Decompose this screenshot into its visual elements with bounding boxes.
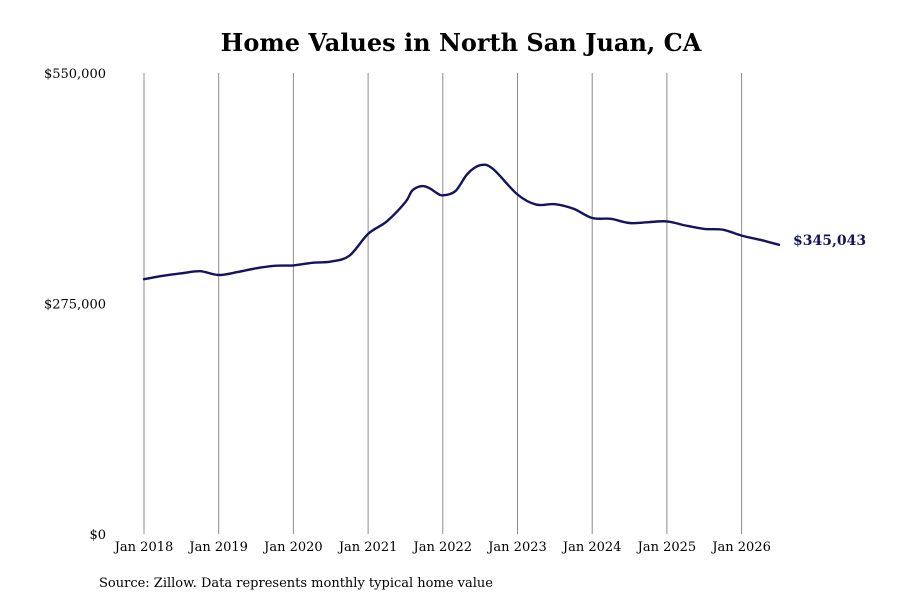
- x-tick-label: Jan 2025: [636, 540, 697, 555]
- x-tick-label: Jan 2026: [710, 540, 771, 555]
- x-tick-label: Jan 2019: [187, 540, 248, 555]
- x-tick-label: Jan 2021: [337, 540, 398, 555]
- y-tick-label: $550,000: [44, 67, 106, 82]
- series-line: [142, 163, 781, 281]
- chart-title: Home Values in North San Juan, CA: [221, 28, 702, 57]
- y-axis-ticks: $0 $275,000 $550,000: [44, 67, 106, 543]
- source-note: Source: Zillow. Data represents monthly …: [99, 576, 493, 591]
- y-tick-label: $0: [89, 528, 106, 543]
- x-tick-label: Jan 2018: [113, 540, 174, 555]
- series-layer: [142, 163, 781, 281]
- x-axis-ticks: Jan 2018 Jan 2019 Jan 2020 Jan 2021 Jan 2022…: [113, 540, 771, 555]
- x-tick-label: Jan 2023: [486, 540, 547, 555]
- end-value-label: $345,043: [793, 233, 866, 249]
- x-tick-label: Jan 2022: [412, 540, 473, 555]
- x-tick-label: Jan 2024: [561, 540, 622, 555]
- x-tick-label: Jan 2020: [262, 540, 323, 555]
- y-tick-label: $275,000: [44, 298, 106, 313]
- gridlines: [143, 73, 743, 534]
